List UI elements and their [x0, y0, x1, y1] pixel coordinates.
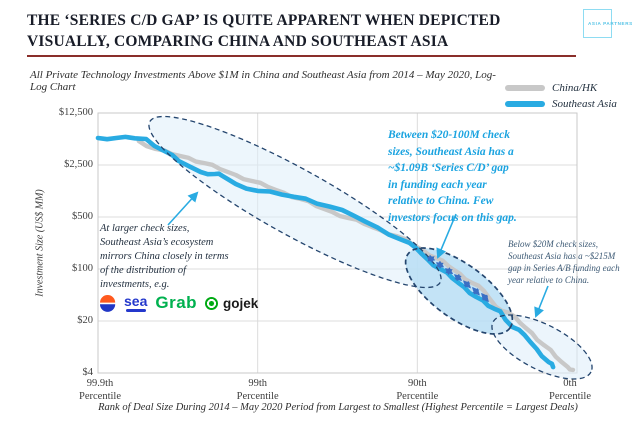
x-tick-99.9th: 99.9th Percentile — [79, 378, 121, 402]
y-tick-$4: $4 — [82, 367, 94, 378]
annotation-cd-gap-note: Between $20-100M check sizes, Southeast … — [388, 129, 517, 224]
chart-subtitle: All Private Technology Investments Above… — [30, 69, 496, 93]
sea-logo-bar — [125, 309, 146, 312]
x-tick-0th: 0th Percentile — [549, 378, 591, 402]
mirror-region-ellipse-fill — [148, 116, 442, 288]
sea-logo: sea — [124, 294, 147, 312]
gap-double-arrow — [426, 254, 436, 264]
plot-frame — [97, 112, 578, 374]
cd-gap-ellipse-fill — [405, 248, 513, 334]
legend-item-1: Southeast Asia — [505, 97, 617, 111]
sea-logo-icon — [100, 294, 116, 312]
logo-square-icon — [583, 9, 612, 38]
cd-note-arrow — [436, 213, 457, 259]
ab-note-arrow — [534, 285, 549, 318]
legend-item-0: China/HK — [505, 81, 617, 95]
y-axis-title: Investment Size (US$ MM) — [34, 189, 46, 297]
asia-partners-logo: ASIA PARTNERS — [583, 9, 633, 41]
x-axis-title: Rank of Deal Size During 2014 – May 2020… — [98, 402, 578, 413]
y-tick-$12,500: $12,500 — [58, 107, 93, 118]
y-tick-$500: $500 — [72, 211, 93, 222]
annotation-ab-gap-note: Below $20M check sizes, Southeast Asia h… — [508, 239, 620, 285]
legend-label: Southeast Asia — [552, 98, 617, 110]
gap-double-arrow — [444, 267, 454, 276]
page-title: THE ‘SERIES C/D GAP’ IS QUITE APPARENT W… — [27, 12, 501, 50]
y-tick-$100: $100 — [72, 263, 93, 274]
legend: China/HK Southeast Asia — [505, 81, 617, 113]
gap-double-arrow — [462, 280, 472, 289]
company-logos: sea Grab gojek — [99, 292, 258, 314]
y-tick-$2,500: $2,500 — [64, 159, 93, 170]
gojek-logo: gojek — [223, 295, 259, 311]
logo-wordmark: ASIA PARTNERS — [588, 21, 633, 26]
mirror-note-arrow — [167, 191, 199, 226]
legend-label: China/HK — [552, 82, 598, 94]
gap-double-arrow — [453, 273, 463, 282]
annotation-mirror-note: At larger check sizes, Southeast Asia’s … — [100, 223, 229, 290]
cd-gap-ellipse — [404, 247, 514, 335]
mirror-region-ellipse — [148, 115, 442, 289]
series-southeast-asia-line — [95, 134, 556, 370]
legend-swatch — [505, 85, 545, 91]
title-divider — [27, 55, 576, 57]
gap-double-arrow — [472, 287, 480, 296]
ab-gap-ellipse — [491, 314, 593, 380]
cd-gap-arrows — [426, 254, 489, 303]
gap-double-arrow — [481, 292, 489, 303]
x-tick-99th: 99th Percentile — [236, 378, 279, 402]
legend-swatch — [505, 101, 545, 107]
gojek-logo-icon — [205, 296, 219, 310]
x-tick-90th: 90th Percentile — [396, 378, 439, 402]
grab-logo: Grab — [155, 293, 198, 312]
gap-double-arrow — [435, 260, 445, 270]
y-tick-$20: $20 — [77, 315, 93, 326]
